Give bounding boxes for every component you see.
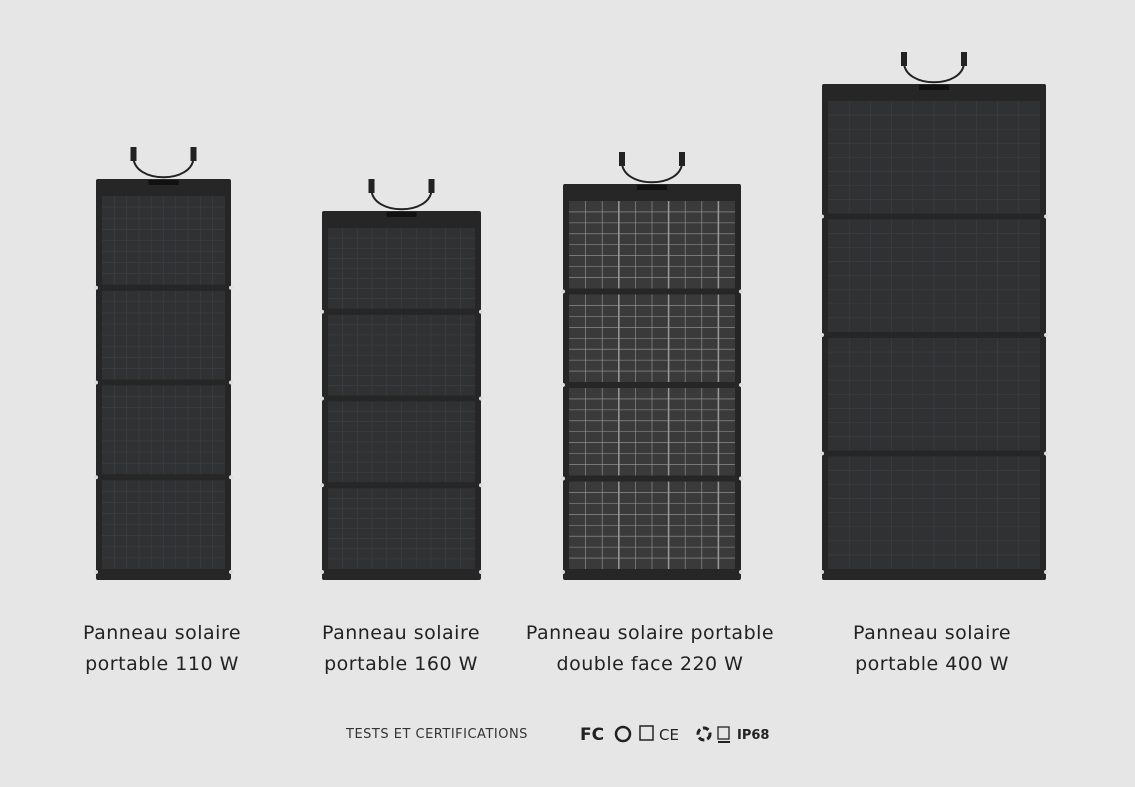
connector [130,147,137,161]
hinge [320,309,324,314]
connector [679,152,685,166]
hinge [561,289,565,294]
solar-panel [94,147,233,580]
hinge [1044,333,1048,337]
solar-panel [320,179,483,580]
solar-panel [820,52,1048,580]
handle [148,180,179,185]
hinge [561,383,565,387]
cable [903,61,965,84]
hinge [739,476,743,481]
hinge [820,570,824,574]
product-label: Panneau solaire [853,622,1011,644]
product-label: Panneau solaire [83,622,241,644]
product-label: Panneau solaire [322,622,480,644]
connector [190,147,197,161]
hinge [739,289,743,294]
hinge [229,475,233,480]
cable [370,188,433,211]
connector [428,179,435,193]
hinge [479,309,483,314]
cable [132,156,195,179]
cert-icon [614,725,632,743]
cable [621,161,683,184]
hinge [320,396,324,401]
hinge [739,570,743,574]
hinge [320,570,324,574]
hinge [820,333,824,337]
product-label: portable 110 W [85,653,239,675]
connector [961,52,967,66]
hinge [229,285,233,290]
cert-icon [639,725,654,741]
solar-panel [561,152,743,580]
hinge [1044,570,1048,574]
hinge [479,396,483,401]
connector [368,179,375,193]
hinge [820,214,824,219]
hinge [229,570,233,574]
hinge [94,570,98,574]
hinge [94,285,98,290]
cert-fc: FC [580,725,604,745]
cert-icon [717,726,730,740]
hinge [94,475,98,480]
handle [919,85,949,90]
hinge [479,483,483,488]
hinge [561,570,565,574]
hinge [479,570,483,574]
hinge [229,380,233,385]
product-label: portable 160 W [324,653,478,675]
hinge [320,483,324,488]
cert-title: TESTS ET CERTIFICATIONS [345,727,528,742]
product-label: Panneau solaire portable [526,622,774,644]
product-label: double face 220 W [557,653,744,675]
product-label: portable 400 W [855,653,1009,675]
handle [637,185,667,190]
hinge [820,451,824,456]
cert-ip68: IP68 [737,728,769,743]
hinge [1044,214,1048,219]
hinge [739,383,743,387]
cert-icon [696,726,712,742]
hinge [1044,451,1048,456]
hinge [561,476,565,481]
cert-ce: CE [659,726,679,744]
handle [386,212,417,217]
connector [619,152,625,166]
hinge [94,380,98,385]
connector [901,52,907,66]
